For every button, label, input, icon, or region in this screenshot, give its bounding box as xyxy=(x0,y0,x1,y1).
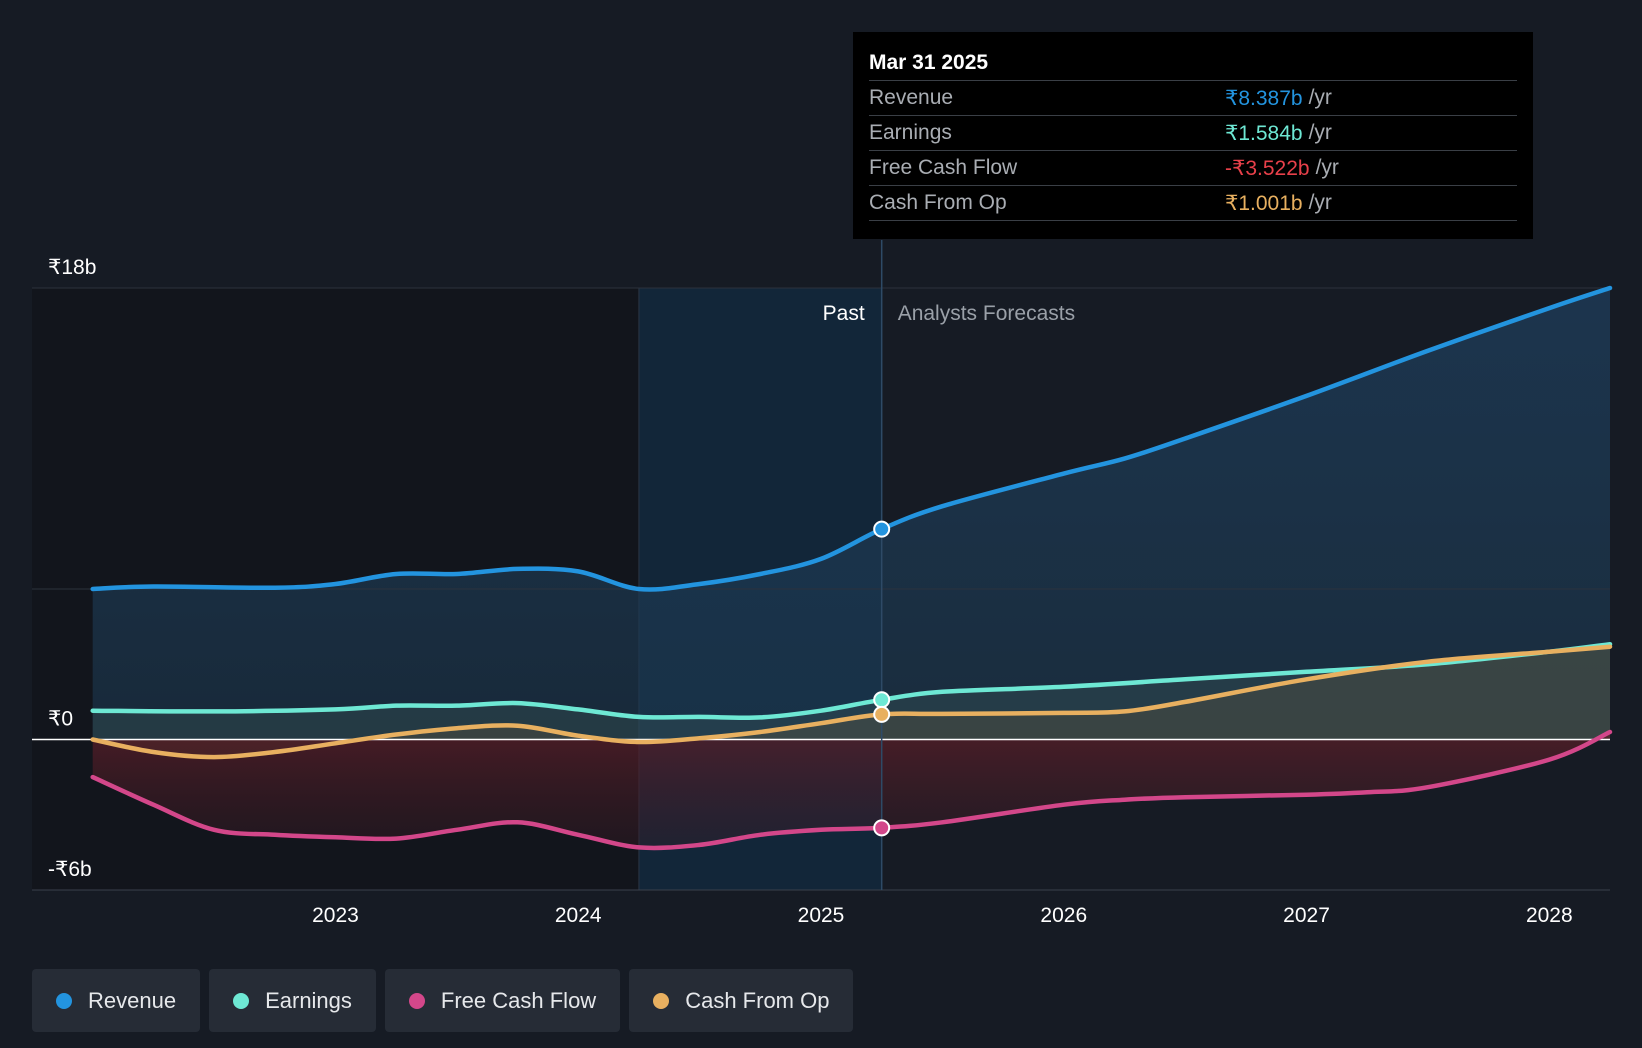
y-tick-label: ₹18b xyxy=(48,256,96,279)
legend: Revenue Earnings Free Cash Flow Cash Fro… xyxy=(32,969,854,1032)
earnings-area xyxy=(92,644,1611,740)
tooltip-row-revenue: Revenue ₹8.387b /yr xyxy=(869,80,1517,115)
tooltip-unit: /yr xyxy=(1315,156,1339,179)
tooltip: Mar 31 2025 Revenue ₹8.387b /yr Earnings… xyxy=(853,32,1533,239)
legend-label: Free Cash Flow xyxy=(440,987,597,1013)
x-tick-label: 2023 xyxy=(312,904,359,927)
legend-item-free-cash-flow[interactable]: Free Cash Flow xyxy=(384,969,621,1032)
x-tick-label: 2025 xyxy=(798,904,845,927)
y-tick-label: ₹0 xyxy=(48,708,73,731)
legend-item-revenue[interactable]: Revenue xyxy=(32,969,201,1032)
cash-from-op-area xyxy=(92,646,1611,758)
forecast-label: Analysts Forecasts xyxy=(898,302,1075,325)
x-tick-label: 2027 xyxy=(1283,904,1330,927)
tooltip-row-free-cash-flow: Free Cash Flow -₹3.522b /yr xyxy=(869,150,1517,185)
cfo-line xyxy=(90,644,1613,760)
earnings-line xyxy=(90,641,1613,721)
legend-label: Revenue xyxy=(88,987,177,1013)
tooltip-row-earnings: Earnings ₹1.584b /yr xyxy=(869,115,1517,150)
legend-item-earnings[interactable]: Earnings xyxy=(209,969,376,1032)
legend-item-cash-from-op[interactable]: Cash From Op xyxy=(629,969,854,1032)
revenue-line xyxy=(90,285,1613,592)
free-cash-flow-area xyxy=(92,732,1611,848)
legend-label: Earnings xyxy=(265,987,352,1013)
tooltip-date: Mar 31 2025 xyxy=(869,51,989,74)
cash-from-op-dot-icon xyxy=(653,992,670,1009)
tooltip-value: ₹8.387b xyxy=(1225,86,1303,110)
tooltip-label: Earnings xyxy=(869,121,952,144)
free-cash-flow-dot-icon xyxy=(408,992,425,1009)
revenue-area xyxy=(92,288,1611,740)
tooltip-label: Cash From Op xyxy=(869,191,1007,214)
x-tick-label: 2026 xyxy=(1040,904,1087,927)
cfo-marker xyxy=(873,705,891,723)
tooltip-row-cash-from-op: Cash From Op ₹1.001b /yr xyxy=(869,185,1517,221)
tooltip-label: Revenue xyxy=(869,86,954,109)
legend-label: Cash From Op xyxy=(685,987,830,1013)
tooltip-value: ₹1.584b xyxy=(1225,121,1303,145)
x-tick-label: 2024 xyxy=(555,904,602,927)
fcf-line xyxy=(90,729,1613,851)
past-label: Past xyxy=(823,302,865,325)
earnings-dot-icon xyxy=(233,992,250,1009)
y-tick-label: -₹6b xyxy=(48,858,92,881)
fcf-marker xyxy=(873,819,891,837)
tooltip-unit: /yr xyxy=(1308,121,1332,144)
revenue-dot-icon xyxy=(56,992,72,1009)
tooltip-value: ₹1.001b xyxy=(1225,191,1303,215)
earnings-marker xyxy=(873,691,891,709)
tooltip-unit: /yr xyxy=(1308,191,1332,214)
tooltip-unit: /yr xyxy=(1308,86,1332,109)
tooltip-value: -₹3.522b xyxy=(1225,156,1310,180)
tooltip-label: Free Cash Flow xyxy=(869,156,1018,179)
revenue-marker xyxy=(873,520,891,538)
x-tick-label: 2028 xyxy=(1526,904,1573,927)
